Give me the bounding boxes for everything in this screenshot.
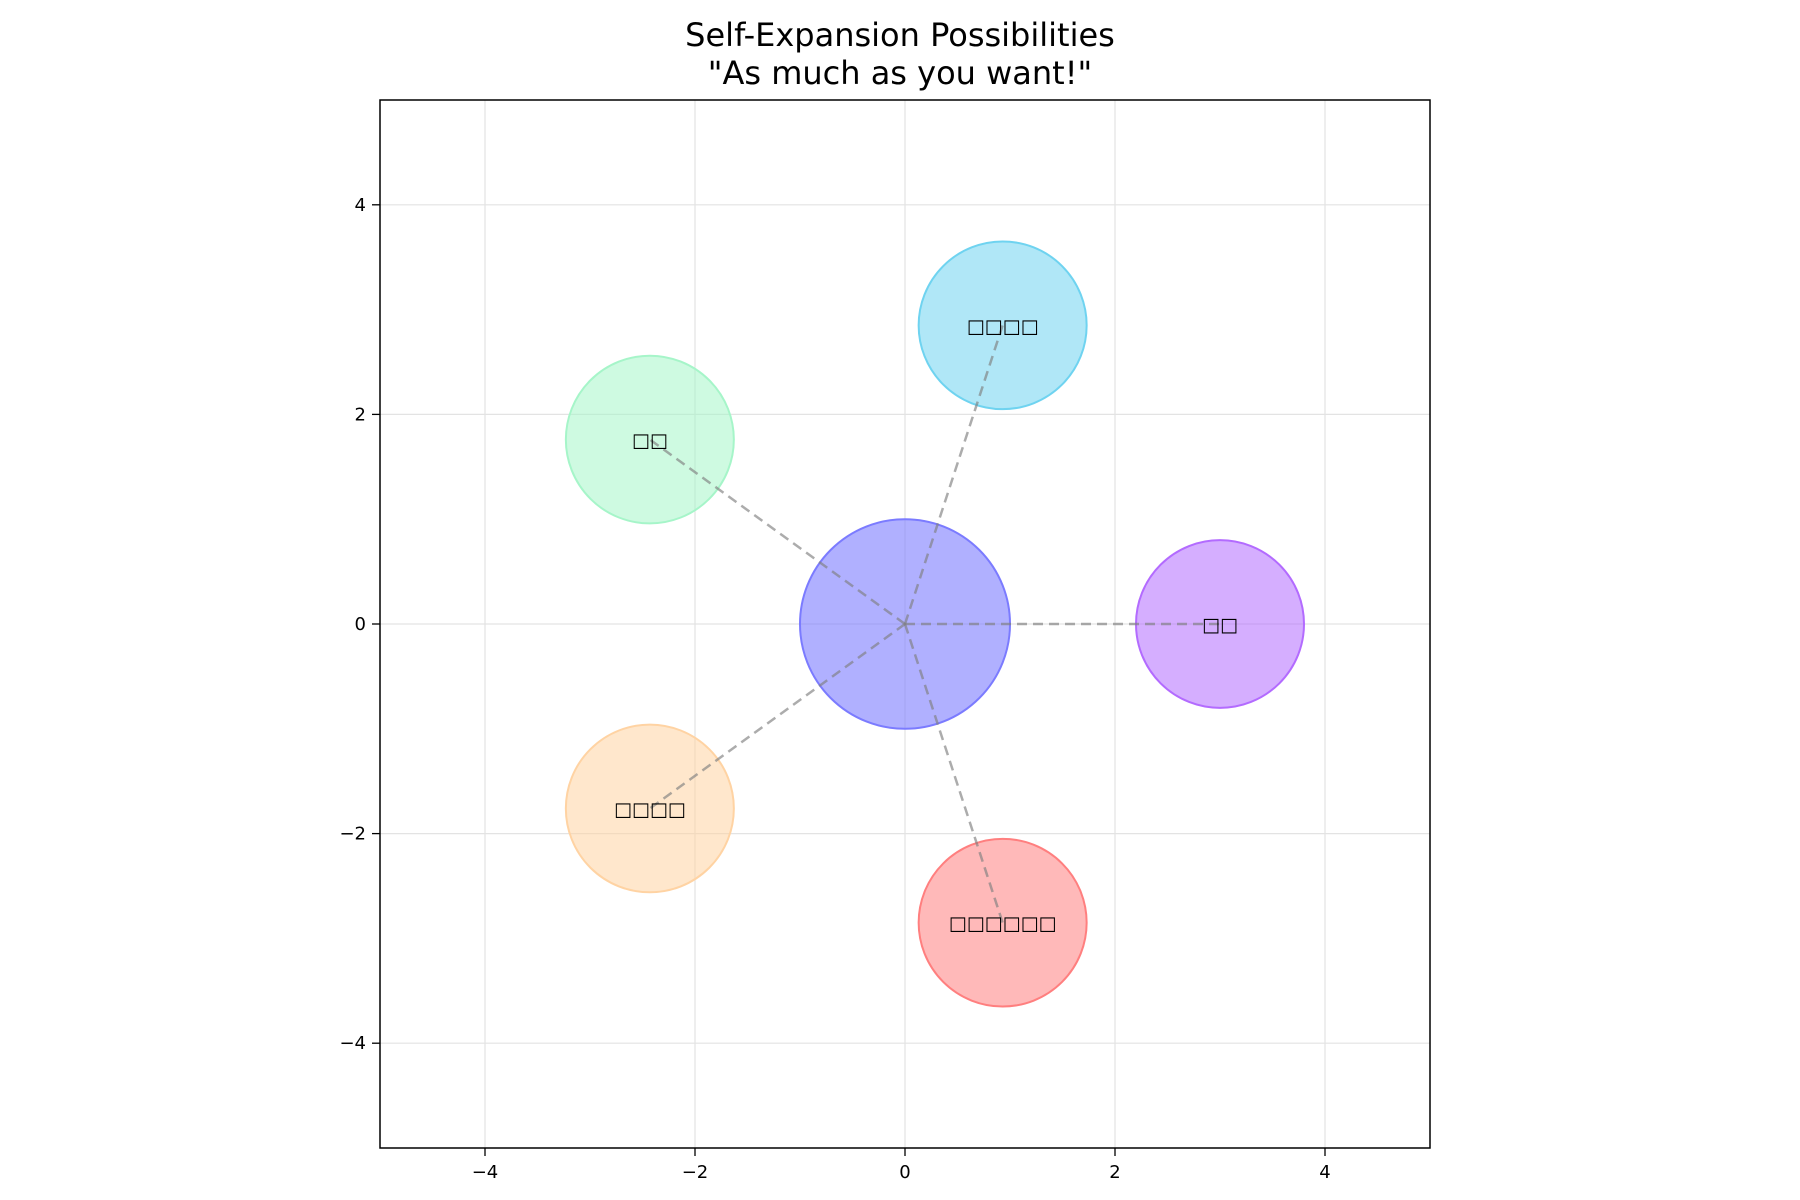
bubble-label: □□□□ (967, 315, 1039, 337)
bubble-layer (564, 240, 1305, 1008)
connector-line (649, 438, 906, 626)
bubble-label: □□□□□□ (949, 913, 1057, 935)
y-tick-label: −4 (339, 1033, 366, 1054)
x-tick-label: −2 (682, 1162, 709, 1183)
bubble (564, 354, 735, 525)
connector-layer (649, 324, 1220, 924)
x-tick-label: −4 (472, 1162, 499, 1183)
bubble (564, 723, 735, 894)
connector-line (649, 622, 906, 810)
bubble-label: □□□□ (614, 798, 686, 820)
x-tick-label: 0 (899, 1162, 910, 1183)
y-tick-label: 4 (355, 195, 366, 216)
bubble-label: □□ (1202, 614, 1238, 636)
bubble (917, 837, 1088, 1008)
chart-title: Self-Expansion Possibilities (685, 16, 1115, 54)
bubble (917, 240, 1088, 411)
axis-layer: −4 −2 0 2 4 −4 −2 0 2 4 (339, 195, 1330, 1183)
y-tick-label: −2 (339, 824, 366, 845)
bubble-label: □□ (632, 430, 668, 452)
y-tick-label: 0 (355, 614, 366, 635)
chart-title-block: Self-Expansion Possibilities "As much as… (0, 16, 1800, 92)
connector-line (903, 623, 1004, 924)
x-tick-label: 4 (1319, 1162, 1330, 1183)
connector-line (903, 324, 1004, 625)
y-tick-label: 2 (355, 404, 366, 425)
x-tick-label: 2 (1109, 1162, 1120, 1183)
label-layer: □□□□□□□□□□□□□□□□□□ (614, 315, 1238, 934)
chart-subtitle: "As much as you want!" (707, 54, 1093, 92)
